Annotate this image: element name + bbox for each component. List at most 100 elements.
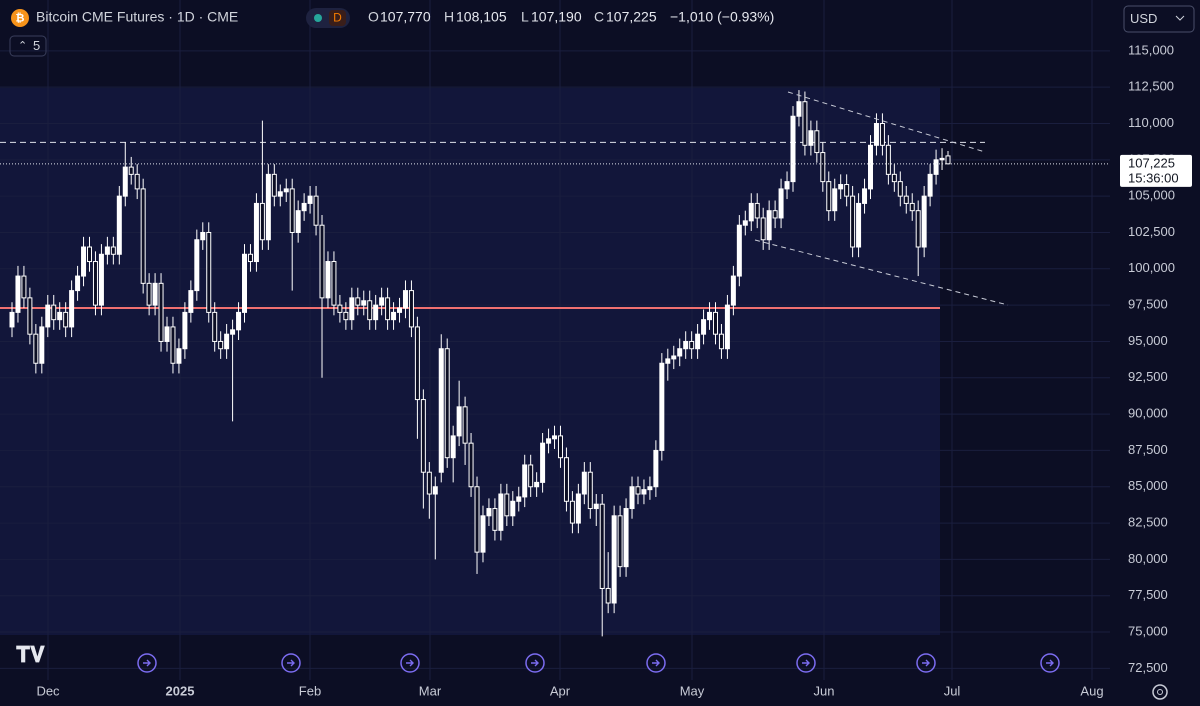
close-value: 107,225 (606, 9, 657, 25)
symbol-title: Bitcoin CME Futures · 1D · CME (36, 9, 238, 25)
open-key: O (368, 9, 379, 25)
candle-body (480, 515, 486, 553)
candle-body (629, 486, 635, 510)
event-arrow (287, 659, 295, 667)
candle-body (665, 358, 671, 364)
candle-body (343, 311, 349, 321)
event-arrow (531, 659, 539, 667)
candle-body (939, 157, 945, 161)
market-status (314, 14, 322, 22)
candle-body (462, 406, 468, 444)
highlight-range (0, 88, 940, 635)
candle-body (909, 202, 915, 212)
y-tick-label: 80,000 (1128, 551, 1168, 566)
candle-body (516, 496, 522, 502)
candle-body (730, 275, 736, 306)
y-tick-label: 77,500 (1128, 587, 1168, 602)
x-tick-label: Dec (36, 683, 60, 698)
event-icon (400, 653, 420, 673)
candle-body (808, 130, 814, 146)
candle-body (289, 188, 295, 233)
candle-body (552, 435, 558, 440)
y-tick-label: 112,500 (1128, 79, 1174, 94)
candle-body (712, 311, 718, 335)
candle-body (641, 489, 647, 495)
candle-body (635, 486, 641, 495)
candle-body (927, 173, 933, 197)
candle-body (247, 253, 253, 263)
countdown: 15:36:00 (1128, 170, 1179, 185)
candle-body (122, 166, 128, 197)
candle-body (778, 188, 784, 219)
candle-body (695, 333, 701, 350)
event-icon (525, 653, 545, 673)
candle-body (605, 587, 611, 604)
candle-body (647, 486, 653, 491)
event-icon (916, 653, 936, 673)
candle-body (408, 290, 414, 328)
currency: USD (1130, 11, 1157, 26)
candle-body (146, 282, 152, 306)
x-tick-label: Feb (299, 683, 321, 698)
event-arrow (922, 659, 930, 667)
candle-body (557, 435, 563, 459)
indicators-toggle[interactable] (9, 35, 47, 57)
change: −1,010 (−0.93%) (670, 9, 774, 25)
candle-body (492, 508, 498, 531)
candle-body (468, 442, 474, 488)
candle-body (563, 457, 569, 502)
y-tick-label: 97,500 (1128, 297, 1168, 312)
candle-body (444, 348, 450, 459)
candle-body (164, 326, 170, 342)
candle-body (307, 195, 313, 204)
candle-body (784, 181, 790, 190)
candle-body (379, 297, 385, 306)
y-tick-label: 105,000 (1128, 188, 1175, 203)
candle-body (75, 275, 81, 292)
candle-body (438, 348, 444, 473)
candle-body (349, 297, 355, 321)
candle-body (87, 246, 93, 263)
candle-body (92, 261, 98, 306)
settings-button[interactable] (1152, 684, 1168, 700)
candle-body (295, 210, 301, 233)
y-tick-label: 100,000 (1128, 260, 1175, 275)
y-tick-label: 110,000 (1128, 115, 1174, 130)
candle-body (200, 231, 206, 241)
candle-body (218, 340, 224, 350)
currency-select[interactable] (1123, 5, 1195, 33)
candle-body (701, 319, 707, 335)
candle-body (450, 435, 456, 459)
candle-body (212, 311, 218, 342)
candle-body (844, 184, 850, 197)
candle-body (259, 202, 265, 241)
dropdown-arrow (1175, 15, 1185, 21)
candle-body (581, 471, 587, 495)
candle-body (724, 304, 730, 350)
candle-body (718, 333, 724, 350)
candle-body (611, 515, 617, 604)
candle-body (772, 210, 778, 219)
candle-body (242, 253, 248, 313)
event-arrow (802, 659, 810, 667)
candle-body (474, 486, 480, 553)
candle-body (188, 290, 194, 313)
candle-body (301, 202, 307, 212)
bitcoin-glyph: ₿ (16, 12, 25, 24)
event-arrow (1046, 659, 1054, 667)
close-key: C (594, 9, 604, 25)
candle-body (826, 181, 832, 212)
candle-body (933, 159, 939, 175)
candle-body (653, 449, 659, 488)
candle-body (402, 290, 408, 309)
candle-body (838, 184, 844, 190)
event-icon (1040, 653, 1060, 673)
candle-body (856, 202, 862, 248)
candle-body (915, 210, 921, 248)
candle-body (39, 326, 45, 364)
candle-body (867, 144, 873, 190)
candle-body (504, 493, 510, 517)
x-tick-label: Mar (419, 683, 442, 698)
